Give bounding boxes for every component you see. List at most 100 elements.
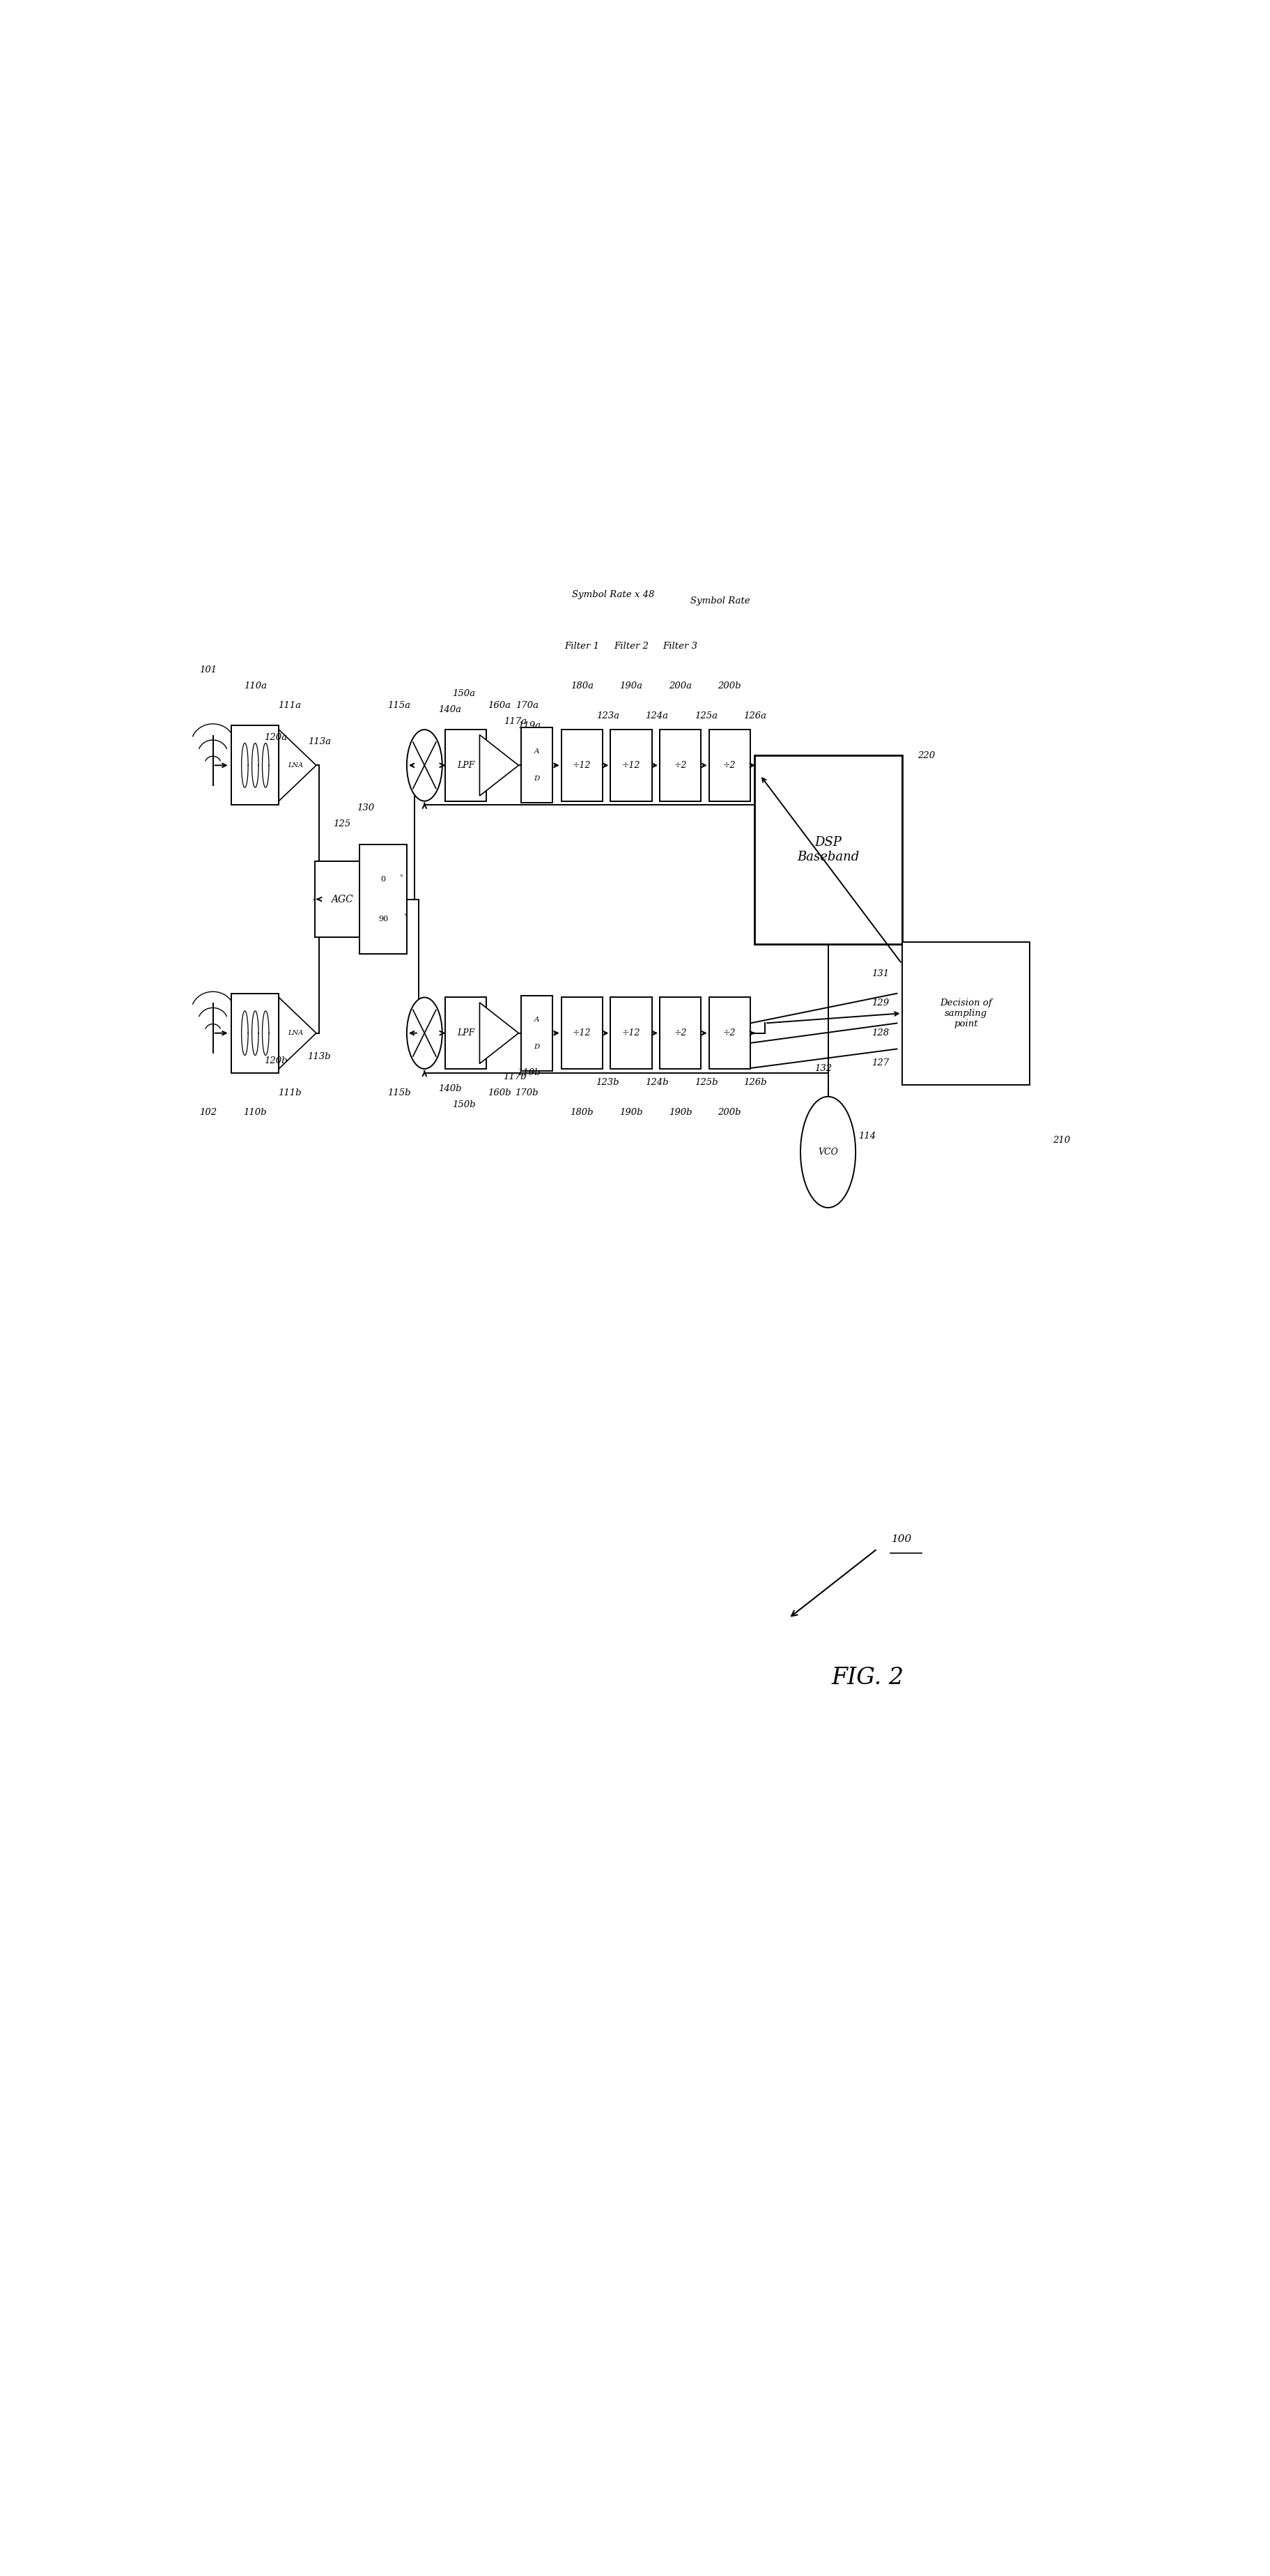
Text: 180b: 180b (570, 1108, 593, 1118)
Text: 126b: 126b (743, 1079, 767, 1087)
Text: 113a: 113a (307, 737, 330, 747)
Circle shape (800, 1097, 856, 1208)
Text: 110b: 110b (244, 1108, 267, 1118)
Circle shape (406, 997, 442, 1069)
Polygon shape (659, 729, 701, 801)
Text: DSP
Baseband: DSP Baseband (798, 837, 859, 863)
Text: 131: 131 (871, 969, 889, 979)
Polygon shape (315, 860, 368, 938)
Text: 140b: 140b (438, 1084, 462, 1092)
Polygon shape (754, 755, 902, 943)
Text: 220: 220 (918, 750, 935, 760)
Text: 124b: 124b (645, 1079, 668, 1087)
Text: 180a: 180a (570, 683, 593, 690)
Text: °: ° (403, 914, 406, 920)
Text: 113b: 113b (307, 1054, 331, 1061)
Text: 200a: 200a (669, 683, 692, 690)
Text: 125b: 125b (695, 1079, 718, 1087)
Text: 200b: 200b (718, 1108, 742, 1118)
Polygon shape (611, 729, 652, 801)
Text: 200b: 200b (718, 683, 742, 690)
Text: 130: 130 (357, 804, 375, 811)
Text: 126a: 126a (744, 711, 767, 721)
Polygon shape (709, 729, 751, 801)
Text: Filter 2: Filter 2 (613, 641, 649, 652)
Text: 100: 100 (892, 1535, 912, 1543)
Text: 129: 129 (871, 999, 889, 1007)
Text: 128: 128 (871, 1028, 889, 1038)
Text: Symbol Rate x 48: Symbol Rate x 48 (572, 590, 654, 600)
Text: 123b: 123b (596, 1079, 620, 1087)
Polygon shape (446, 729, 486, 801)
Text: D: D (533, 775, 540, 783)
Polygon shape (231, 726, 279, 804)
Text: ÷12: ÷12 (622, 1028, 640, 1038)
Polygon shape (279, 997, 316, 1069)
Circle shape (406, 729, 442, 801)
Text: 123a: 123a (596, 711, 618, 721)
Text: 150b: 150b (452, 1100, 475, 1110)
Text: 150a: 150a (452, 690, 475, 698)
Text: 119a: 119a (517, 721, 540, 729)
Text: VCO: VCO (818, 1146, 838, 1157)
Text: AGC: AGC (330, 894, 353, 904)
Text: LNA: LNA (288, 762, 304, 768)
Text: FIG. 2: FIG. 2 (831, 1667, 904, 1690)
Text: °: ° (399, 873, 403, 881)
Polygon shape (521, 726, 552, 804)
Text: 125: 125 (333, 819, 351, 829)
Text: ÷2: ÷2 (723, 760, 737, 770)
Text: 120b: 120b (264, 1056, 287, 1066)
Text: 117b: 117b (503, 1072, 527, 1082)
Text: ÷2: ÷2 (674, 760, 687, 770)
Text: ÷12: ÷12 (622, 760, 640, 770)
Text: 125a: 125a (695, 711, 718, 721)
Text: 140a: 140a (438, 706, 461, 714)
Text: 111b: 111b (278, 1087, 301, 1097)
Text: 170b: 170b (516, 1087, 538, 1097)
Text: ÷12: ÷12 (573, 760, 592, 770)
Text: 115a: 115a (387, 701, 410, 711)
Text: 101: 101 (199, 665, 217, 675)
Text: 132: 132 (814, 1064, 832, 1074)
Polygon shape (480, 1002, 518, 1064)
Text: LPF: LPF (457, 760, 475, 770)
Text: 114: 114 (859, 1131, 876, 1141)
Text: 90: 90 (378, 914, 389, 922)
Text: A: A (535, 1018, 540, 1023)
Polygon shape (659, 997, 701, 1069)
Text: 160b: 160b (488, 1087, 511, 1097)
Polygon shape (480, 734, 518, 796)
Text: 190b: 190b (669, 1108, 692, 1118)
Text: 190b: 190b (620, 1108, 643, 1118)
Polygon shape (521, 994, 552, 1072)
Text: ÷2: ÷2 (674, 1028, 687, 1038)
Text: 102: 102 (199, 1108, 217, 1118)
Polygon shape (611, 997, 652, 1069)
Text: 117a: 117a (503, 716, 527, 726)
Polygon shape (446, 997, 486, 1069)
Text: Symbol Rate: Symbol Rate (691, 595, 749, 605)
Text: ÷2: ÷2 (723, 1028, 737, 1038)
Text: 124a: 124a (645, 711, 668, 721)
Polygon shape (359, 845, 406, 953)
Text: 160a: 160a (488, 701, 511, 711)
Text: D: D (533, 1043, 540, 1051)
Text: 115b: 115b (387, 1087, 410, 1097)
Text: 110a: 110a (244, 683, 267, 690)
Polygon shape (279, 729, 316, 801)
Polygon shape (561, 997, 603, 1069)
Text: 210: 210 (1053, 1136, 1071, 1144)
Text: Decision of
sampling
point: Decision of sampling point (940, 999, 992, 1028)
Text: 190a: 190a (620, 683, 643, 690)
Polygon shape (902, 943, 1030, 1084)
Text: 0: 0 (381, 876, 386, 884)
Text: 170a: 170a (516, 701, 538, 711)
Text: 120a: 120a (264, 734, 287, 742)
Text: LPF: LPF (457, 1028, 475, 1038)
Text: Filter 1: Filter 1 (565, 641, 599, 652)
Polygon shape (231, 994, 279, 1072)
Polygon shape (709, 997, 751, 1069)
Text: LNA: LNA (288, 1030, 304, 1036)
Text: 127: 127 (871, 1059, 889, 1066)
